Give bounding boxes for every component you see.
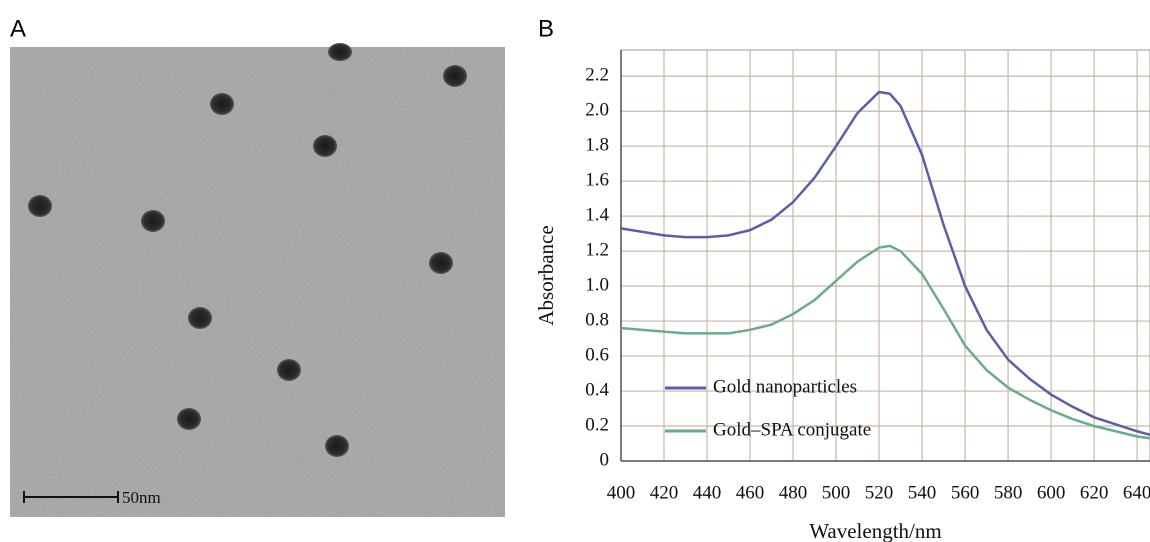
x-tick-label: 600 [1037,482,1066,503]
legend-label: Gold–SPA conjugate [713,419,871,440]
x-tick-label: 520 [865,482,894,503]
nanoparticles [28,43,467,457]
plot-area [620,49,1150,462]
x-tick-label: 440 [693,482,722,503]
y-tick-label: 1.4 [585,205,609,226]
y-tick-label: 2.2 [585,65,609,86]
x-tick-label: 540 [908,482,937,503]
x-tick-label: 580 [994,482,1023,503]
particle [210,93,234,115]
x-axis-label: Wavelength/nm [809,519,941,542]
y-tick-label: 0.8 [585,309,609,330]
x-tick-label: 480 [779,482,808,503]
particle [325,435,349,457]
y-tick-label: 0.6 [585,344,609,365]
panel-label: B [538,15,554,42]
x-tick-label: 640 [1123,482,1150,503]
particle [28,195,52,217]
particle [188,307,212,329]
tem-image: 50nm [10,43,505,517]
x-tick-label: 460 [736,482,765,503]
x-tick-label: 500 [822,482,851,503]
series-line [620,244,1150,440]
particle [277,359,301,381]
y-tick-label: 1.8 [585,135,609,156]
legend-label: Gold nanoparticles [713,376,857,397]
panel-label: A [10,15,26,42]
y-tick-label: 0.4 [585,379,609,400]
particle [328,43,352,61]
y-axis-label: Absorbance [534,225,558,325]
y-tick-label: 1.2 [585,239,609,260]
y-tick-label: 1.6 [585,170,609,191]
y-tick-label: 2.0 [585,100,609,121]
x-tick-label: 620 [1080,482,1109,503]
particle [177,408,201,430]
particle [429,252,453,274]
chart: 0 0.2 0.4 0.6 0.8 1.0 1.2 1.4 1.6 1.8 2.0 2.2 400 420… [534,49,1150,542]
tem-noise [10,47,505,517]
y-tick-label: 1.0 [585,274,609,295]
y-tick-label: 0 [600,449,610,470]
x-tick-label: 400 [607,482,636,503]
particle [313,135,337,157]
particle [443,65,467,87]
particle [141,210,165,232]
x-tick-label: 420 [650,482,679,503]
x-tick-label: 560 [951,482,980,503]
scale-bar-label: 50nm [122,488,161,507]
y-tick-label: 0.2 [585,414,609,435]
series-line [620,90,1150,436]
